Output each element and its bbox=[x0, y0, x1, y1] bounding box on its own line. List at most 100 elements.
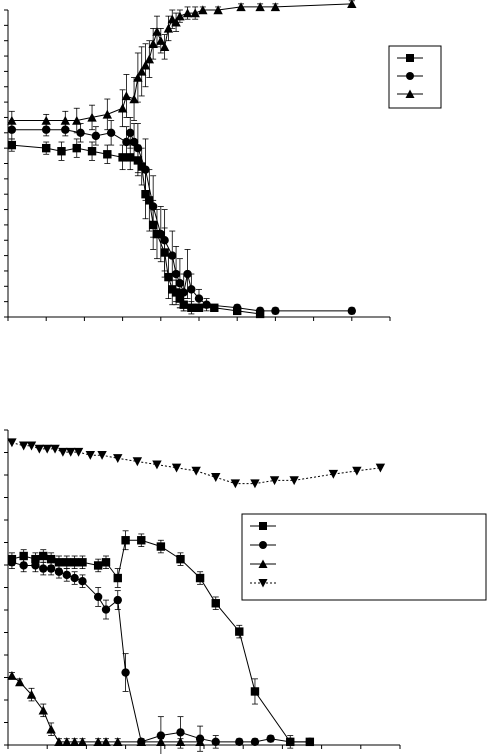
data-point bbox=[15, 677, 25, 687]
series-line bbox=[11, 3, 352, 121]
data-point bbox=[91, 131, 101, 141]
data-point bbox=[148, 39, 158, 48]
data-point bbox=[132, 457, 143, 467]
data-point bbox=[250, 687, 260, 696]
legend bbox=[241, 513, 487, 601]
data-point bbox=[121, 91, 132, 101]
data-point bbox=[122, 137, 131, 147]
chart-top bbox=[4, 0, 442, 321]
data-point bbox=[101, 558, 111, 567]
data-point bbox=[159, 42, 170, 52]
data-point bbox=[118, 153, 127, 162]
legend-marker bbox=[259, 541, 267, 549]
data-point bbox=[230, 479, 241, 489]
data-point bbox=[187, 303, 196, 312]
data-point bbox=[163, 23, 174, 33]
data-point bbox=[183, 269, 192, 279]
data-point bbox=[129, 137, 139, 147]
data-point bbox=[129, 94, 139, 104]
data-point bbox=[121, 668, 130, 677]
data-point bbox=[93, 561, 103, 570]
data-point bbox=[121, 536, 130, 545]
data-point bbox=[26, 441, 37, 451]
legend-marker bbox=[406, 72, 414, 80]
data-point bbox=[190, 8, 200, 18]
data-point bbox=[182, 8, 193, 18]
data-point bbox=[195, 737, 205, 747]
data-point bbox=[113, 595, 122, 605]
data-point bbox=[62, 558, 71, 567]
data-point bbox=[152, 26, 162, 36]
data-point bbox=[211, 599, 220, 608]
data-point bbox=[213, 5, 223, 15]
data-point bbox=[211, 737, 220, 747]
data-point bbox=[375, 463, 386, 473]
data-point bbox=[144, 54, 155, 64]
data-point bbox=[140, 60, 151, 70]
data-point bbox=[46, 554, 56, 564]
data-point bbox=[175, 279, 185, 288]
data-point bbox=[126, 153, 135, 162]
data-point bbox=[54, 558, 64, 567]
data-point bbox=[194, 294, 204, 303]
data-point bbox=[191, 466, 201, 476]
data-point bbox=[156, 731, 166, 740]
data-point bbox=[97, 451, 107, 460]
data-point bbox=[176, 728, 185, 737]
data-point bbox=[176, 554, 185, 564]
data-point bbox=[133, 143, 143, 153]
data-point bbox=[210, 303, 219, 312]
data-point bbox=[66, 447, 76, 457]
data-point bbox=[54, 737, 64, 747]
data-point bbox=[171, 17, 181, 27]
data-point bbox=[175, 11, 185, 21]
data-point bbox=[72, 143, 81, 153]
data-point bbox=[179, 288, 188, 297]
data-point bbox=[250, 479, 260, 489]
data-point bbox=[26, 689, 37, 699]
data-point bbox=[85, 451, 96, 460]
data-point bbox=[101, 737, 111, 747]
data-point bbox=[133, 72, 143, 82]
data-point bbox=[271, 306, 280, 316]
data-point bbox=[137, 536, 146, 545]
data-point bbox=[171, 269, 181, 279]
data-point bbox=[305, 737, 315, 747]
data-point bbox=[137, 162, 146, 171]
data-point bbox=[87, 112, 97, 122]
data-point bbox=[93, 592, 103, 602]
legend-frame bbox=[388, 45, 442, 109]
data-point bbox=[352, 466, 362, 476]
data-point bbox=[106, 128, 116, 137]
data-point bbox=[113, 454, 123, 464]
data-point bbox=[269, 476, 280, 486]
data-point bbox=[7, 438, 17, 448]
data-point bbox=[78, 558, 87, 567]
data-point bbox=[235, 627, 244, 636]
data-point bbox=[19, 561, 28, 570]
data-point bbox=[137, 66, 147, 76]
data-point bbox=[57, 147, 66, 156]
data-point bbox=[101, 605, 111, 614]
data-point bbox=[145, 196, 154, 205]
data-point bbox=[87, 147, 97, 156]
data-point bbox=[113, 573, 122, 583]
legend-marker bbox=[258, 559, 268, 568]
series-line bbox=[11, 144, 261, 315]
data-point bbox=[255, 2, 265, 12]
data-point bbox=[187, 285, 196, 294]
data-point bbox=[286, 737, 295, 747]
series-line bbox=[11, 675, 201, 743]
data-point bbox=[7, 115, 17, 125]
data-point bbox=[202, 300, 211, 309]
data-point bbox=[60, 115, 70, 125]
data-point bbox=[270, 2, 281, 12]
data-point bbox=[136, 737, 146, 747]
data-point bbox=[164, 272, 173, 282]
data-point bbox=[175, 737, 186, 747]
data-point bbox=[103, 150, 112, 159]
legend-marker bbox=[405, 89, 415, 98]
data-point bbox=[62, 570, 71, 580]
data-point bbox=[77, 737, 88, 747]
